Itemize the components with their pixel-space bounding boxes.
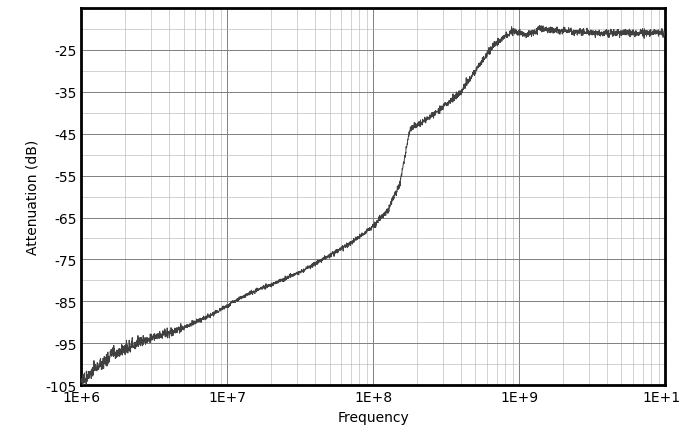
X-axis label: Frequency: Frequency: [337, 410, 409, 424]
Y-axis label: Attenuation (dB): Attenuation (dB): [26, 140, 40, 254]
